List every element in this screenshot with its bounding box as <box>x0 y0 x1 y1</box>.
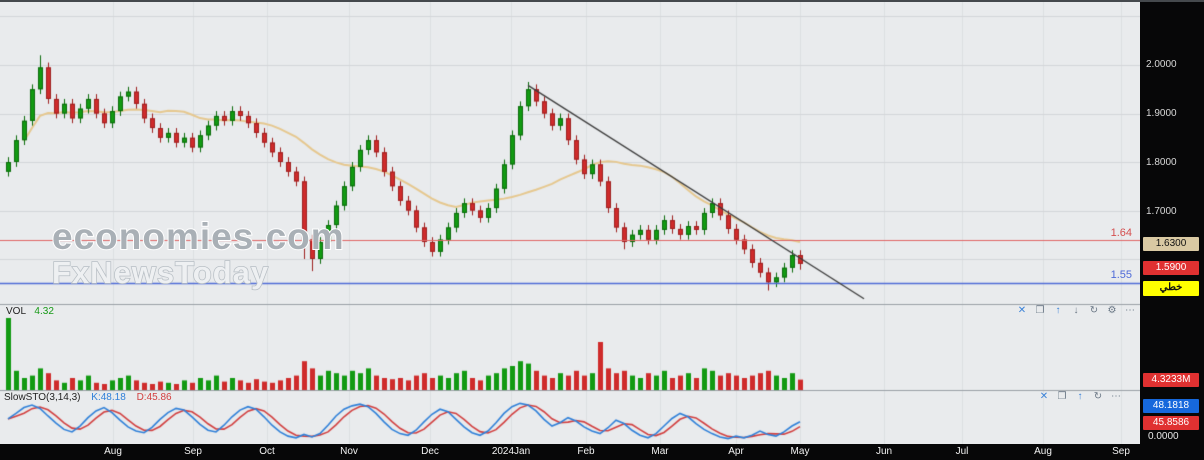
maximize-icon[interactable]: ❐ <box>1035 305 1045 316</box>
time-axis-month-label: Oct <box>259 446 275 457</box>
settings-icon[interactable]: ⚙ <box>1107 305 1117 316</box>
ma-value-badge: 1.6300 <box>1143 237 1199 251</box>
time-axis-month-label: Apr <box>728 446 744 457</box>
time-axis[interactable]: Aug Sep Oct Nov Dec 2024Jan Feb Mar Apr May Jun Jul… <box>0 444 1204 460</box>
support-level-label: 1.55 <box>1110 269 1132 281</box>
time-axis-month-label: Aug <box>104 446 122 457</box>
maximize-icon[interactable]: ❐ <box>1057 391 1067 402</box>
time-axis-month-label: Dec <box>421 446 439 457</box>
sto-d-value: D:45.86 <box>136 392 172 403</box>
price-tick: 1.9000 <box>1146 108 1177 119</box>
time-axis-month-label: Jul <box>955 446 969 457</box>
price-tick: 1.7000 <box>1146 206 1177 217</box>
refresh-icon[interactable]: ↻ <box>1089 305 1099 316</box>
more-icon[interactable]: ⋯ <box>1111 391 1121 402</box>
sto-indicator-title: SlowSTO(3,14,3) <box>4 392 81 403</box>
sto-d-badge: 45.8586 <box>1143 416 1199 430</box>
chart-style-badge[interactable]: خطي <box>1143 281 1199 296</box>
arrow-up-icon[interactable]: ↑ <box>1055 305 1061 316</box>
volume-indicator-title: VOL <box>6 306 26 317</box>
price-chart-canvas[interactable] <box>0 0 1140 444</box>
sto-pane-header: SlowSTO(3,14,3) K:48.18 D:45.86 <box>4 392 172 403</box>
time-axis-month-label: Jun <box>875 446 893 457</box>
sto-k-badge: 48.1818 <box>1143 399 1199 413</box>
more-icon[interactable]: ⋯ <box>1125 305 1135 316</box>
time-axis-month-label: Feb <box>577 446 595 457</box>
sto-pane-toolbar: ✕ ❐ ↑ ↻ ⋯ <box>1038 391 1122 403</box>
sto-zero-label: 0.0000 <box>1148 431 1179 442</box>
time-axis-month-label: Nov <box>340 446 358 457</box>
volume-value-badge: 4.3233M <box>1143 373 1199 387</box>
refresh-icon[interactable]: ↻ <box>1093 391 1103 402</box>
arrow-up-icon[interactable]: ↑ <box>1077 391 1083 402</box>
resistance-level-label: 1.64 <box>1110 227 1132 239</box>
price-tick: 2.0000 <box>1146 59 1177 70</box>
time-axis-month-label: 2024Jan <box>491 446 531 457</box>
price-axis-panel[interactable]: 2.0000 1.9000 1.8000 1.7000 1.6300 1.5900 خ… <box>1140 0 1204 444</box>
last-price-badge: 1.5900 <box>1143 261 1199 275</box>
time-axis-month-label: Mar <box>651 446 669 457</box>
time-axis-month-label: May <box>790 446 810 457</box>
arrow-down-icon[interactable]: ↓ <box>1073 305 1079 316</box>
close-icon[interactable]: ✕ <box>1039 391 1049 402</box>
sto-k-value: K:48.18 <box>91 392 126 403</box>
volume-current-value: 4.32 <box>34 306 54 317</box>
volume-pane-header: VOL 4.32 <box>6 306 54 317</box>
time-axis-month-label: Sep <box>184 446 202 457</box>
time-axis-month-label: Aug <box>1034 446 1052 457</box>
time-axis-month-label: Sep <box>1112 446 1130 457</box>
volume-pane-toolbar: ✕ ❐ ↑ ↓ ↻ ⚙ ⋯ <box>1016 305 1136 317</box>
price-tick: 1.8000 <box>1146 157 1177 168</box>
close-icon[interactable]: ✕ <box>1017 305 1027 316</box>
window-top-border <box>0 0 1204 2</box>
